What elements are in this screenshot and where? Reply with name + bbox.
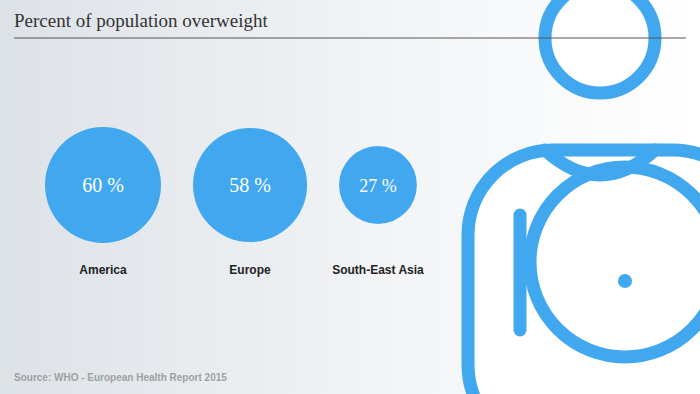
bubble	[45, 127, 161, 243]
title: Percent of population overweight	[14, 10, 269, 31]
bubble	[339, 146, 417, 224]
labels: 60 % America 58 % Europe 27 % South-East Asia	[79, 174, 424, 277]
icon-belly	[530, 167, 700, 357]
bubbles	[45, 127, 417, 243]
source: Source: WHO - European Health Report 201…	[14, 372, 227, 383]
icon-navel	[618, 274, 632, 288]
data-label: 58 %	[229, 174, 271, 196]
icon-body	[468, 150, 700, 394]
category-label: America	[79, 263, 127, 277]
chart: Percent of population overweight 60 % Amer…	[0, 0, 700, 394]
category-label: Europe	[229, 263, 271, 277]
category-label: South-East Asia	[332, 263, 424, 277]
title-rule	[14, 38, 686, 39]
data-label: 27 %	[359, 176, 397, 196]
data-label: 60 %	[82, 174, 124, 196]
bubble	[193, 128, 307, 242]
icon-collar	[545, 150, 655, 175]
person-icon	[468, 0, 700, 394]
icon-head	[545, 0, 655, 93]
